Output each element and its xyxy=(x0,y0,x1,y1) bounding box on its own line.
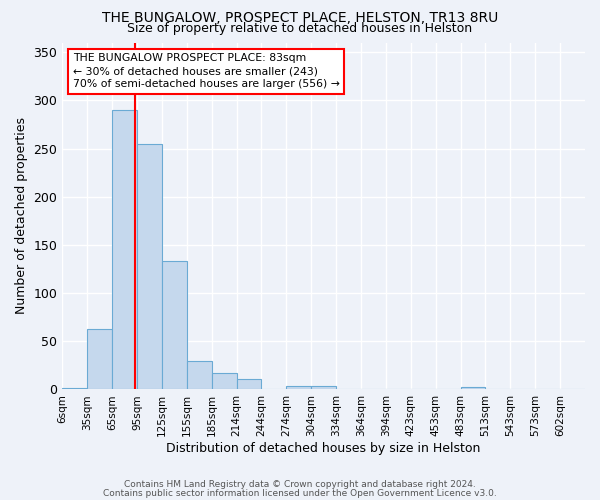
X-axis label: Distribution of detached houses by size in Helston: Distribution of detached houses by size … xyxy=(166,442,481,455)
Text: Contains public sector information licensed under the Open Government Licence v3: Contains public sector information licen… xyxy=(103,488,497,498)
Text: THE BUNGALOW PROSPECT PLACE: 83sqm
← 30% of detached houses are smaller (243)
70: THE BUNGALOW PROSPECT PLACE: 83sqm ← 30%… xyxy=(73,53,340,90)
Text: Size of property relative to detached houses in Helston: Size of property relative to detached ho… xyxy=(127,22,473,35)
Bar xyxy=(212,373,236,390)
Text: THE BUNGALOW, PROSPECT PLACE, HELSTON, TR13 8RU: THE BUNGALOW, PROSPECT PLACE, HELSTON, T… xyxy=(102,11,498,25)
Bar xyxy=(461,386,485,390)
Bar xyxy=(87,328,112,390)
Bar xyxy=(311,386,336,390)
Bar xyxy=(286,386,311,390)
Bar xyxy=(112,110,137,390)
Bar xyxy=(62,388,87,390)
Text: Contains HM Land Registry data © Crown copyright and database right 2024.: Contains HM Land Registry data © Crown c… xyxy=(124,480,476,489)
Bar xyxy=(187,360,212,390)
Bar xyxy=(137,144,162,390)
Bar xyxy=(162,262,187,390)
Y-axis label: Number of detached properties: Number of detached properties xyxy=(15,118,28,314)
Bar xyxy=(236,379,262,390)
